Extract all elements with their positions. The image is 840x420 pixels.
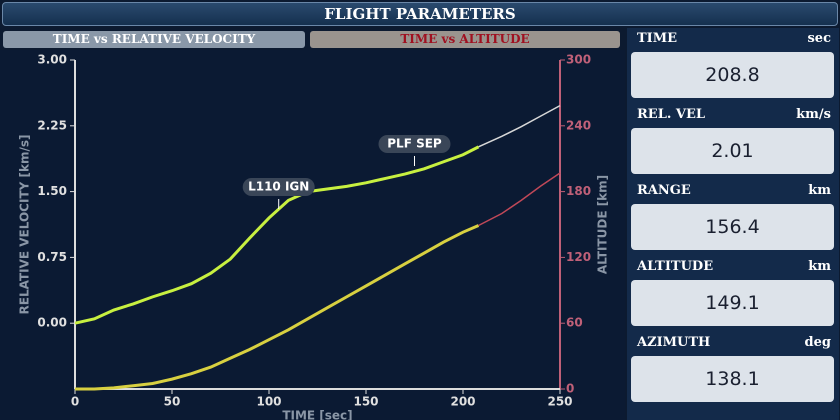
y-tick-label: 0.00 [37,316,67,330]
y2-tick-label: 180 [566,184,591,198]
parameter-label: REL. VEL [637,107,706,122]
y-tick-label: 0.75 [37,250,67,264]
y2-tick-label: 300 [566,53,591,67]
y2-tick-label: 240 [566,118,591,132]
y-axis-label: RELATIVE VELOCITY [km/s] [18,135,32,315]
y-tick-label: 2.25 [37,118,67,132]
x-tick-label: 0 [71,395,79,409]
parameter-label: RANGE [637,183,691,198]
parameter: RANGE km 156.4 [627,180,839,256]
y2-tick-label: 60 [566,316,583,330]
parameter-value: 138.1 [631,356,834,402]
annotation-box [242,178,315,196]
parameter-value: 149.1 [631,280,834,326]
parameter: ALTITUDE km 149.1 [627,256,839,332]
parameter-value: 156.4 [631,204,834,250]
tab[interactable]: TIME vs RELATIVE VELOCITY [3,31,305,48]
x-tick-label: 50 [164,395,181,409]
annotation-box [378,135,451,153]
y2-tick-label: 120 [566,250,591,264]
x-tick-label: 200 [450,395,475,409]
parameter-label: TIME [637,31,678,46]
parameter: TIME sec 208.8 [627,28,839,104]
parameter-unit: km [808,183,831,198]
parameter: AZIMUTH deg 138.1 [627,332,839,408]
parameter-unit: deg [804,335,831,350]
series-line [75,224,480,391]
x-tick-label: 100 [256,395,281,409]
annotation: PLF SEP [387,137,442,151]
series-line [478,172,561,227]
parameter-unit: km/s [796,107,831,122]
x-tick-label: 150 [353,395,378,409]
y2-tick-label: 0 [566,382,574,396]
parameter-value: 2.01 [631,128,834,174]
parameter-value: 208.8 [631,52,834,98]
annotation: L110 IGN [248,180,309,194]
series-line [478,104,561,148]
parameter-panel: TIME sec 208.8 REL. VEL km/s 2.01 RANGE km 156.4… [627,28,839,420]
tab[interactable]: TIME vs ALTITUDE [310,31,620,48]
x-tick-label: 250 [547,395,572,409]
y-tick-label: 1.50 [37,184,67,198]
series-line [74,145,480,325]
chart: 0.00 0.75 1.50 2.25 3.00 0 60 120 180 240 300 0 50 10… [0,50,625,420]
y-tick-label: 3.00 [37,53,67,67]
x-axis-label: TIME [sec] [282,409,352,420]
parameter: REL. VEL km/s 2.01 [627,104,839,180]
y2-axis-label: ALTITUDE [km] [596,175,610,274]
parameter-unit: km [808,259,831,274]
parameter-label: AZIMUTH [637,335,711,350]
header-title: FLIGHT PARAMETERS [2,2,838,26]
plot-area [0,50,625,420]
parameter-label: ALTITUDE [637,259,714,274]
parameter-unit: sec [807,31,831,46]
